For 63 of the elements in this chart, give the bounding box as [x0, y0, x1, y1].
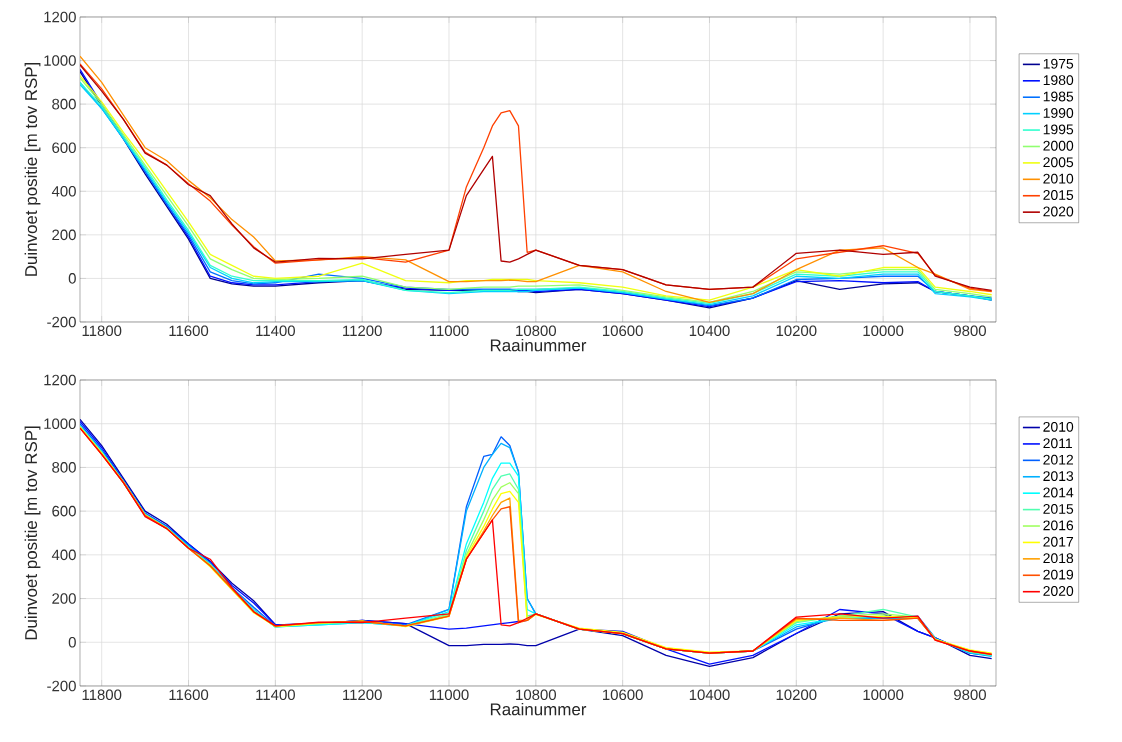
- legend-label: 1990: [1043, 108, 1074, 118]
- legend-label: 2012: [1043, 454, 1074, 465]
- legend-label: 2015: [1043, 190, 1074, 200]
- x-tick-label: 10800: [516, 689, 556, 701]
- x-tick-label: 10400: [689, 325, 730, 337]
- legend-label: 2015: [1043, 503, 1074, 514]
- x-tick-label: 10000: [863, 325, 904, 337]
- x-tick-label: 11600: [169, 325, 209, 337]
- legend-label: 1985: [1043, 91, 1074, 102]
- x-tick-label: 11000: [429, 325, 469, 337]
- legend-label: 2020: [1043, 206, 1074, 217]
- legend-label: 2019: [1043, 569, 1074, 580]
- y-tick-label: 600: [52, 142, 76, 153]
- x-tick-label: 10200: [776, 325, 817, 337]
- x-tick-label: 11600: [169, 689, 209, 701]
- x-tick-label: 10800: [516, 325, 556, 337]
- y-tick-label: 200: [52, 593, 76, 604]
- x-tick-label: 11800: [82, 325, 122, 337]
- x-tick-label: 10200: [776, 689, 817, 701]
- x-tick-label: 11200: [343, 325, 382, 337]
- y-tick-label: 800: [52, 462, 76, 473]
- x-tick-label: 10600: [603, 689, 643, 701]
- x-tick-label: 10600: [603, 325, 643, 337]
- x-tick-label: 11000: [429, 689, 469, 701]
- y-tick-label: 400: [51, 185, 76, 197]
- x-axis-title: Raainummer: [490, 338, 587, 352]
- y-tick-label: 1000: [44, 55, 76, 66]
- y-tick-label: 0: [68, 636, 76, 648]
- legend-label: 1980: [1043, 75, 1074, 86]
- legend-label: 2005: [1043, 157, 1074, 168]
- x-tick-label: 11200: [343, 689, 382, 701]
- y-tick-label: 1200: [44, 11, 76, 23]
- legend-label: 2020: [1043, 586, 1074, 596]
- legend-label: 1975: [1043, 58, 1074, 69]
- legend-label: 2010: [1043, 421, 1074, 432]
- legend-label: 1995: [1043, 124, 1074, 135]
- y-tick-label: 1200: [44, 374, 76, 386]
- legend-label: 2018: [1043, 553, 1074, 564]
- x-tick-label: 11400: [256, 689, 295, 701]
- x-tick-label: 9800: [954, 689, 986, 701]
- x-tick-label: 11400: [256, 325, 295, 337]
- y-tick-label: 400: [51, 549, 76, 561]
- x-tick-label: 11800: [82, 689, 122, 701]
- y-tick-label: -200: [47, 316, 76, 328]
- legend-label: 2014: [1043, 487, 1074, 498]
- y-tick-label: 0: [68, 273, 76, 284]
- x-tick-label: 10400: [689, 689, 730, 701]
- y-tick-label: 800: [52, 98, 76, 110]
- x-axis-title: Raainummer: [490, 702, 587, 716]
- legend-label: 2000: [1043, 140, 1074, 151]
- legend-label: 2017: [1043, 536, 1074, 547]
- y-tick-label: 1000: [44, 418, 76, 429]
- x-tick-label: 10000: [863, 689, 904, 701]
- y-tick-label: -200: [47, 680, 76, 692]
- y-axis-title: Duinvoet positie [m tov RSP]: [24, 426, 41, 640]
- y-tick-label: 200: [52, 229, 76, 241]
- x-tick-label: 9800: [954, 325, 986, 337]
- y-axis-title: Duinvoet positie [m tov RSP]: [24, 62, 41, 276]
- legend-label: 2011: [1043, 438, 1073, 449]
- legend-label: 2016: [1043, 520, 1074, 531]
- y-tick-label: 600: [52, 505, 76, 517]
- legend-label: 2010: [1043, 173, 1074, 184]
- legend-label: 2013: [1043, 471, 1074, 482]
